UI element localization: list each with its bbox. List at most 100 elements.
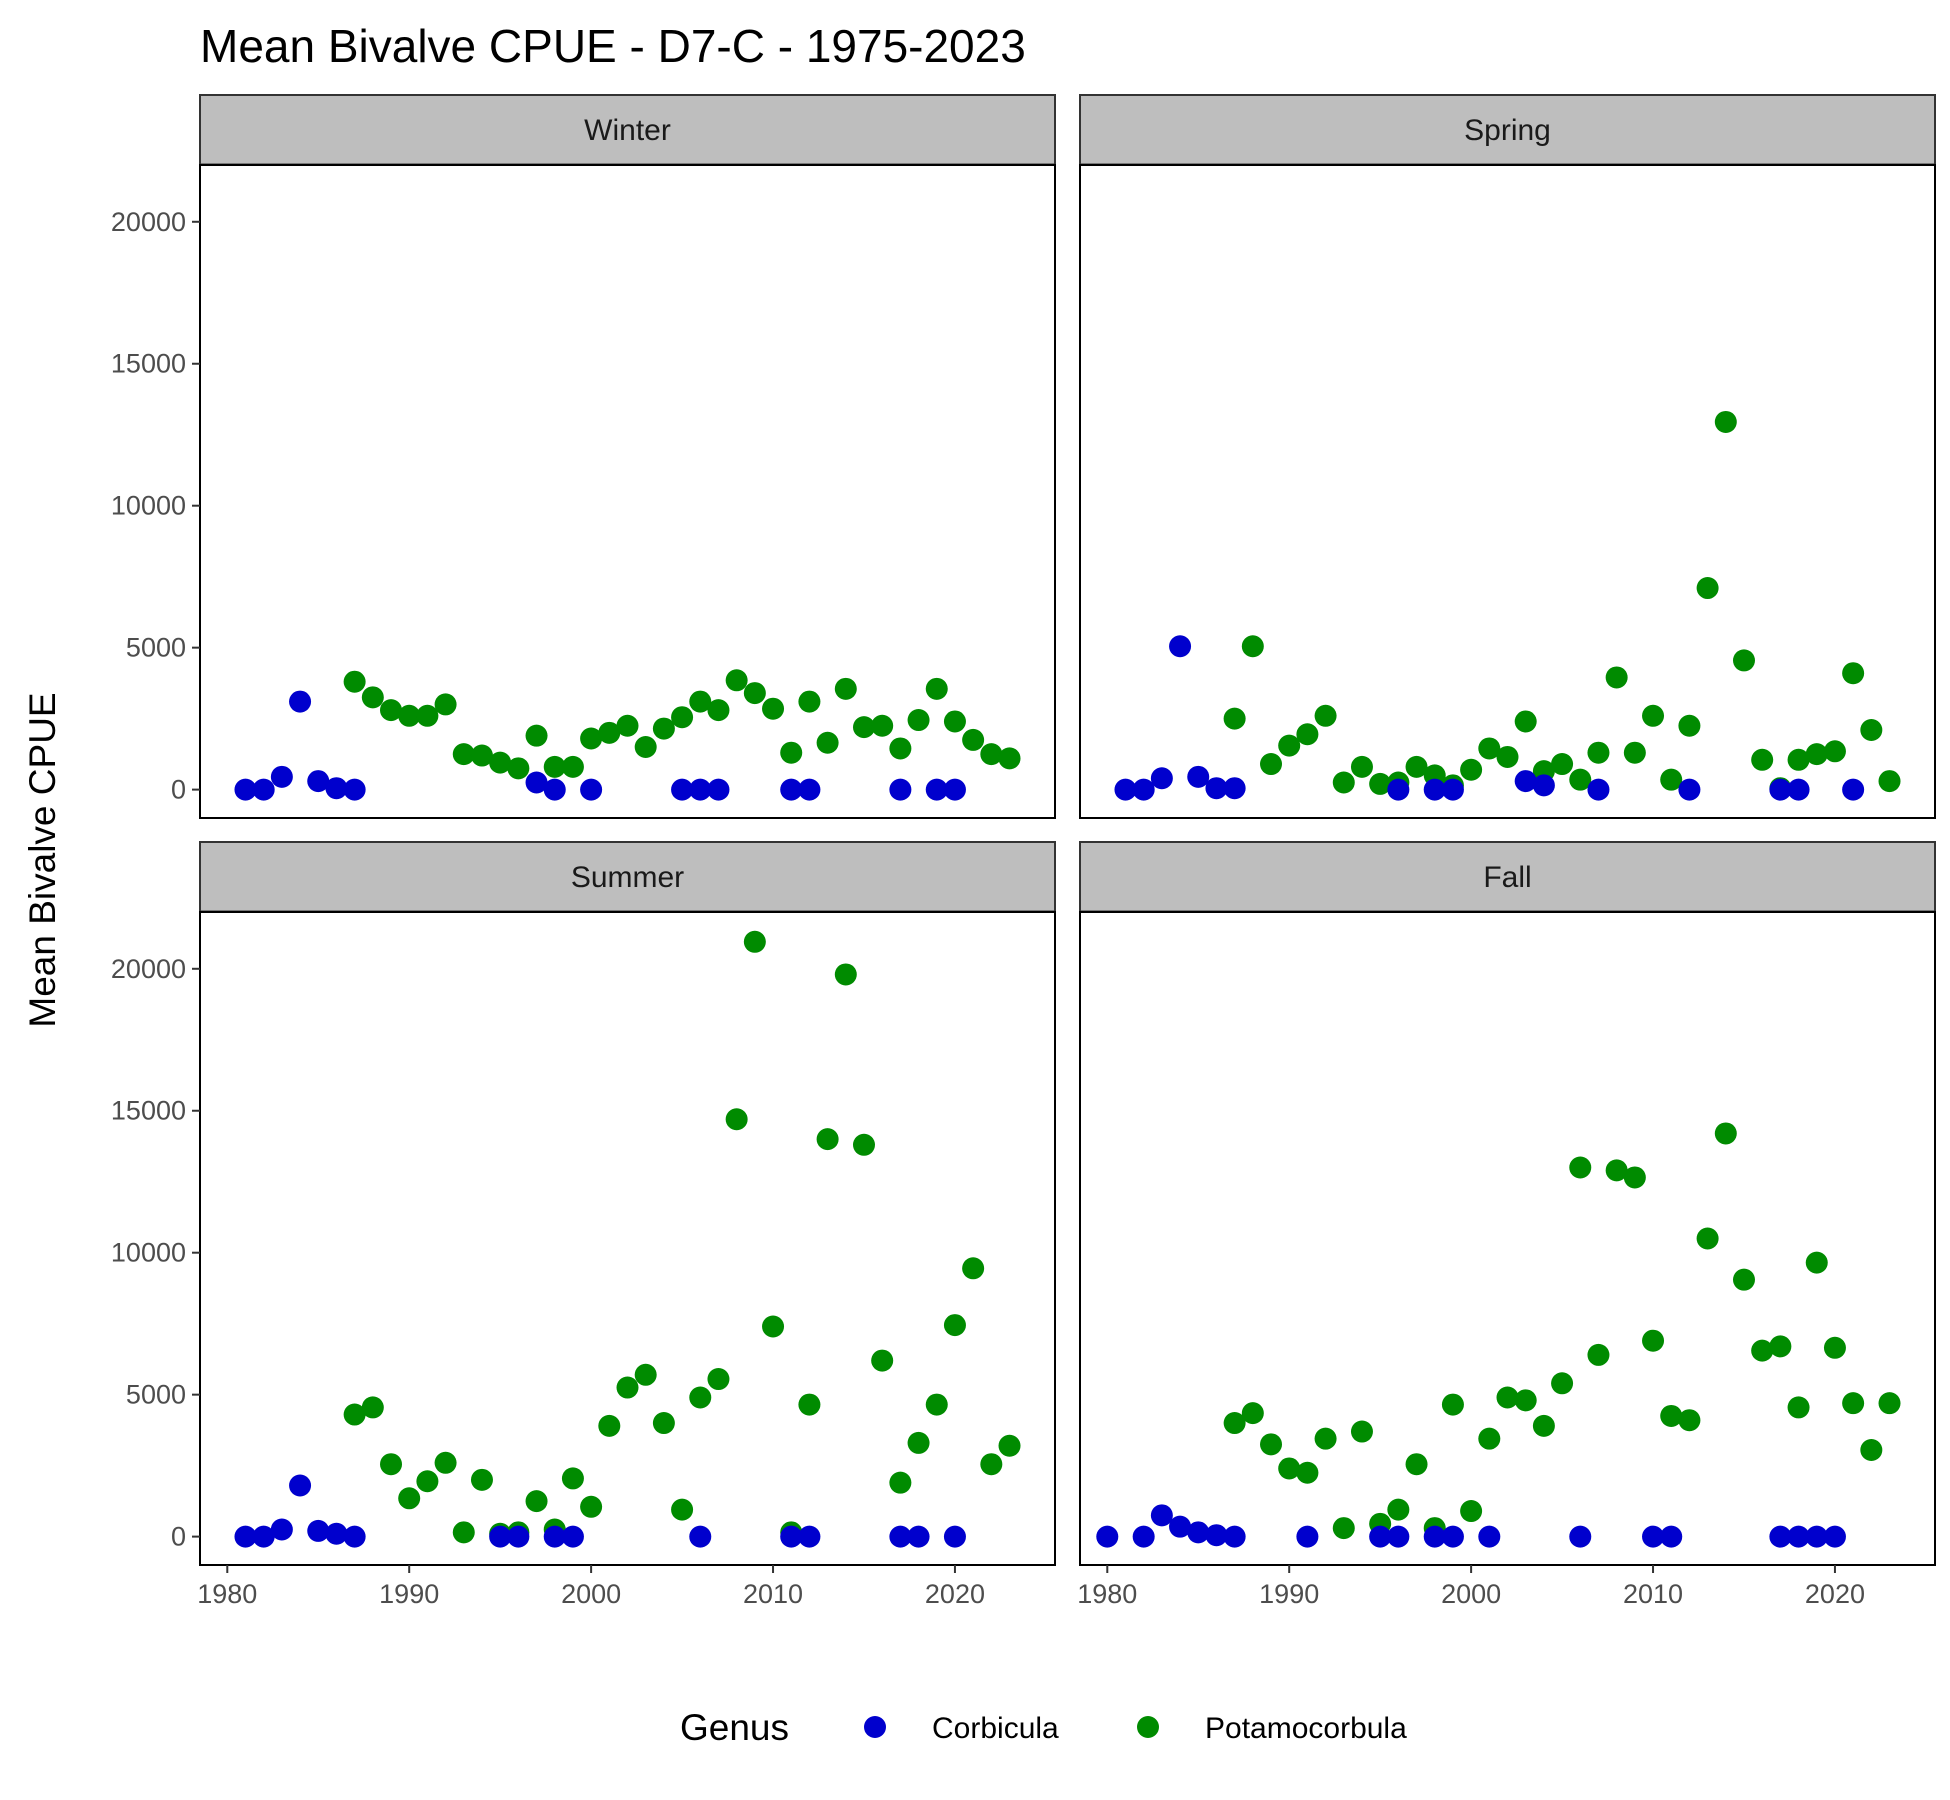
legend-key <box>864 1716 886 1738</box>
data-point-potamocorbula <box>1332 1517 1355 1540</box>
data-point-corbicula <box>1205 1524 1228 1547</box>
strip-summer <box>199 841 1056 913</box>
data-point-corbicula <box>1441 1525 1464 1548</box>
legend-title: Genus <box>680 1707 789 1748</box>
data-point-potamocorbula <box>343 670 366 693</box>
legend-entry-corbicula: Corbicula <box>864 1712 1059 1745</box>
data-point-corbicula <box>907 1525 930 1548</box>
x-tick-label: 2020 <box>1805 1579 1865 1609</box>
data-point-corbicula <box>1187 765 1210 788</box>
data-point-corbicula <box>1150 1504 1173 1527</box>
data-point-corbicula <box>1514 770 1537 793</box>
data-point-potamocorbula <box>871 714 894 737</box>
x-tick-label: 1980 <box>1077 1579 1137 1609</box>
data-point-potamocorbula <box>980 1453 1003 1476</box>
data-point-corbicula <box>1769 1525 1792 1548</box>
panel-fall: Fall 1980 1990 2000 2010 2020 <box>1077 841 1936 1609</box>
data-point-potamocorbula <box>343 1403 366 1426</box>
data-point-potamocorbula <box>1478 1427 1501 1450</box>
data-point-potamocorbula <box>1405 1453 1428 1476</box>
data-point-corbicula <box>489 1525 512 1548</box>
data-point-corbicula <box>1842 778 1865 801</box>
data-point-potamocorbula <box>1587 1343 1610 1366</box>
data-point-potamocorbula <box>943 710 966 733</box>
data-point-corbicula <box>234 778 257 801</box>
data-point-corbicula <box>307 1519 330 1542</box>
panel-border <box>199 911 1056 1566</box>
data-point-potamocorbula <box>943 1314 966 1337</box>
data-point-potamocorbula <box>816 731 839 754</box>
data-point-potamocorbula <box>1460 1500 1483 1523</box>
data-point-corbicula <box>1660 1525 1683 1548</box>
data-point-potamocorbula <box>889 1471 912 1494</box>
data-point-potamocorbula <box>1878 1392 1901 1415</box>
data-point-corbicula <box>270 1518 293 1541</box>
data-point-potamocorbula <box>925 1393 948 1416</box>
data-point-potamocorbula <box>762 1315 785 1338</box>
data-point-potamocorbula <box>525 724 548 747</box>
data-point-corbicula <box>325 1522 348 1545</box>
data-point-corbicula <box>1223 777 1246 800</box>
data-point-potamocorbula <box>1732 1268 1755 1291</box>
y-tick-label: 5000 <box>126 1380 186 1410</box>
data-point-potamocorbula <box>907 1431 930 1454</box>
x-tick-label: 1990 <box>1259 1579 1319 1609</box>
data-point-potamocorbula <box>1642 1329 1665 1352</box>
data-point-potamocorbula <box>507 757 530 780</box>
data-point-potamocorbula <box>1369 772 1392 795</box>
data-point-corbicula <box>889 778 912 801</box>
data-point-potamocorbula <box>671 1498 694 1521</box>
data-point-potamocorbula <box>1751 748 1774 771</box>
data-point-corbicula <box>689 1525 712 1548</box>
data-point-potamocorbula <box>780 741 803 764</box>
data-point-corbicula <box>1132 1525 1155 1548</box>
data-point-potamocorbula <box>598 1414 621 1437</box>
panel-border <box>1079 911 1936 1566</box>
data-point-potamocorbula <box>798 690 821 713</box>
data-point-potamocorbula <box>452 743 475 766</box>
data-point-potamocorbula <box>1260 1433 1283 1456</box>
data-point-potamocorbula <box>707 1368 730 1391</box>
data-point-potamocorbula <box>1241 635 1264 658</box>
data-point-potamocorbula <box>1223 1412 1246 1435</box>
data-point-corbicula <box>1296 1525 1319 1548</box>
panel-border <box>199 164 1056 819</box>
data-point-potamocorbula <box>416 1470 439 1493</box>
data-point-corbicula <box>580 778 603 801</box>
data-point-potamocorbula <box>561 755 584 778</box>
data-point-corbicula <box>325 777 348 800</box>
data-point-corbicula <box>798 778 821 801</box>
strip-label-winter: Winter <box>584 114 671 147</box>
data-point-corbicula <box>1223 1525 1246 1548</box>
series-corbicula <box>1114 635 1865 801</box>
data-point-potamocorbula <box>889 737 912 760</box>
data-point-corbicula <box>270 765 293 788</box>
data-point-potamocorbula <box>1569 1156 1592 1179</box>
series-potamocorbula <box>1223 1122 1901 1540</box>
data-point-potamocorbula <box>416 704 439 727</box>
data-point-potamocorbula <box>1623 1166 1646 1189</box>
data-point-potamocorbula <box>1532 1414 1555 1437</box>
data-point-corbicula <box>689 778 712 801</box>
data-point-potamocorbula <box>1478 737 1501 760</box>
data-point-potamocorbula <box>1623 741 1646 764</box>
data-point-potamocorbula <box>616 1376 639 1399</box>
data-point-potamocorbula <box>1551 1372 1574 1395</box>
data-point-corbicula <box>798 1525 821 1548</box>
data-point-potamocorbula <box>616 714 639 737</box>
data-point-corbicula <box>343 1525 366 1548</box>
chart-title: Mean Bivalve CPUE - D7-C - 1975-2023 <box>200 20 1026 72</box>
data-point-potamocorbula <box>707 699 730 722</box>
data-point-potamocorbula <box>561 1467 584 1490</box>
data-point-potamocorbula <box>1605 666 1628 689</box>
data-point-corbicula <box>1132 778 1155 801</box>
data-point-corbicula <box>943 1525 966 1548</box>
data-point-potamocorbula <box>1496 745 1519 768</box>
data-point-corbicula <box>1387 778 1410 801</box>
data-point-corbicula <box>1423 1525 1446 1548</box>
strip-fall <box>1079 841 1936 913</box>
data-point-potamocorbula <box>398 704 421 727</box>
data-point-potamocorbula <box>743 682 766 705</box>
x-tick-label: 2010 <box>743 1579 803 1609</box>
